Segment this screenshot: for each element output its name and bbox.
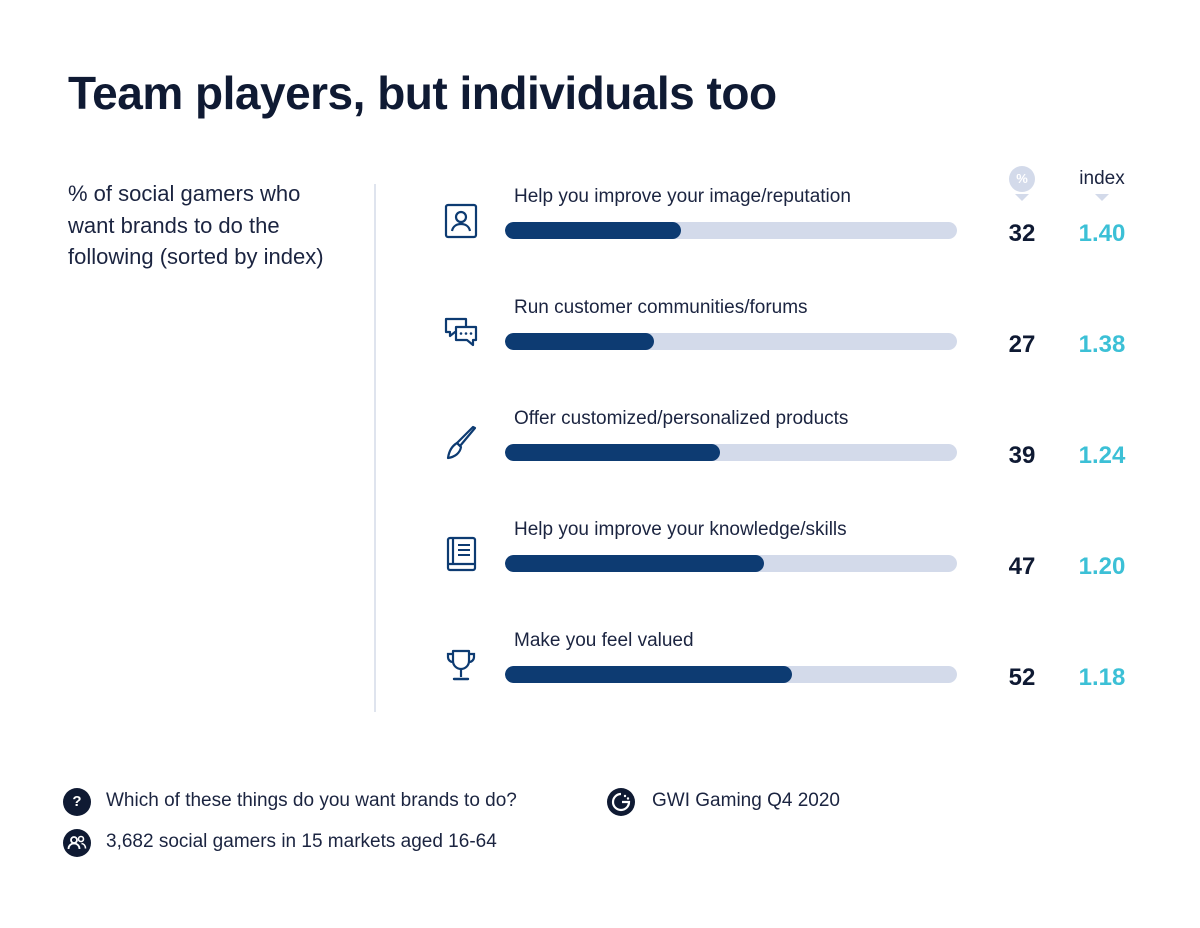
percent-value: 32 <box>1008 220 1036 247</box>
gwi-logo-icon <box>607 788 635 816</box>
bar <box>505 444 720 461</box>
bar-track <box>505 444 957 461</box>
person-badge-icon <box>442 202 480 240</box>
book-icon <box>442 535 480 573</box>
bar <box>505 333 654 350</box>
percent-value: 27 <box>1008 331 1036 358</box>
index-value: 1.18 <box>1078 664 1126 691</box>
trophy-icon <box>442 646 480 684</box>
bar-row: Help you improve your image/reputation 32… <box>0 177 1200 277</box>
category-label: Make you feel valued <box>514 630 694 651</box>
bar-row: Help you improve your knowledge/skills 47… <box>0 510 1200 610</box>
bar-row: Offer customized/personalized products 39… <box>0 399 1200 499</box>
index-value: 1.38 <box>1078 331 1126 358</box>
bar-track <box>505 333 957 350</box>
chevron-down-icon <box>1015 194 1029 201</box>
category-label: Help you improve your knowledge/skills <box>514 519 847 540</box>
source-text: GWI Gaming Q4 2020 <box>652 790 840 811</box>
index-value: 1.40 <box>1078 220 1126 247</box>
index-value: 1.24 <box>1078 442 1126 469</box>
bar <box>505 222 681 239</box>
sample-text: 3,682 social gamers in 15 markets aged 1… <box>106 831 497 852</box>
percent-value: 39 <box>1008 442 1036 469</box>
percent-value: 52 <box>1008 664 1036 691</box>
bar-row: Make you feel valued 52 1.18 <box>0 621 1200 721</box>
category-label: Run customer communities/forums <box>514 297 808 318</box>
bar-track <box>505 222 957 239</box>
bar-track <box>505 666 957 683</box>
page-title: Team players, but individuals too <box>68 67 777 119</box>
chat-bubbles-icon <box>442 313 480 351</box>
bar <box>505 666 792 683</box>
chevron-down-icon <box>1095 194 1109 201</box>
index-value: 1.20 <box>1078 553 1126 580</box>
question-icon: ? <box>63 788 91 816</box>
bar <box>505 555 764 572</box>
category-label: Offer customized/personalized products <box>514 408 849 429</box>
bar-row: Run customer communities/forums 27 1.38 <box>0 288 1200 388</box>
index-column-header: index <box>1079 168 1125 189</box>
percent-value: 47 <box>1008 553 1036 580</box>
divider <box>374 184 376 712</box>
chart-subtitle: % of social gamers who want brands to do… <box>68 181 324 269</box>
percent-column-header: % <box>1009 166 1035 192</box>
bar-track <box>505 555 957 572</box>
category-label: Help you improve your image/reputation <box>514 186 851 207</box>
question-text: Which of these things do you want brands… <box>106 790 517 811</box>
paintbrush-icon <box>442 424 480 462</box>
people-icon <box>63 829 91 857</box>
